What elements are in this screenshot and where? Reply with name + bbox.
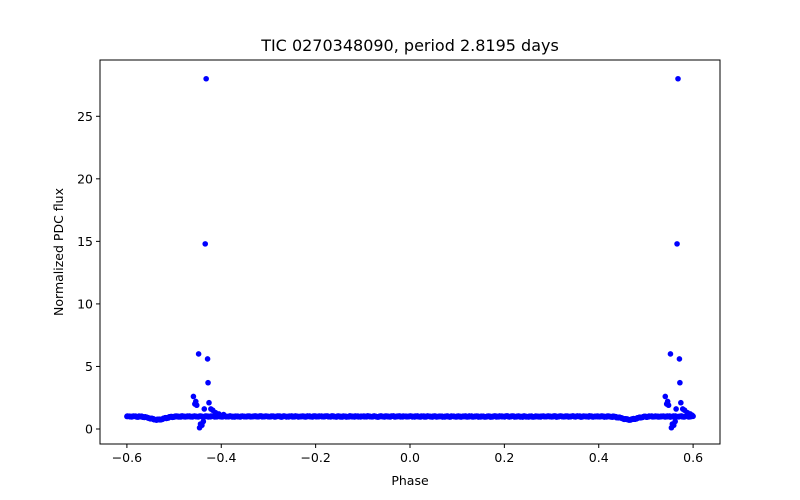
data-points bbox=[124, 75, 696, 431]
data-point bbox=[195, 351, 202, 357]
y-tick-label: 10 bbox=[77, 296, 93, 311]
data-point bbox=[220, 411, 227, 418]
x-axis-ticks: −0.6 −0.4 −0.2 0.0 0.2 0.4 0.6 bbox=[112, 444, 703, 465]
data-point bbox=[678, 399, 684, 406]
x-tick-label: 0.4 bbox=[589, 450, 609, 465]
data-point bbox=[676, 356, 683, 362]
y-axis-label: Normalized PDC flux bbox=[51, 188, 66, 316]
data-point bbox=[672, 418, 678, 425]
chart-title: TIC 0270348090, period 2.8195 days bbox=[260, 36, 559, 55]
y-tick-label: 20 bbox=[77, 171, 93, 186]
data-point bbox=[205, 379, 211, 386]
x-axis-label: Phase bbox=[391, 473, 429, 488]
x-tick-label: −0.4 bbox=[206, 450, 236, 465]
plot-area bbox=[124, 75, 696, 431]
y-tick-label: 5 bbox=[85, 359, 93, 374]
y-tick-label: 25 bbox=[77, 109, 93, 124]
data-point bbox=[203, 75, 209, 82]
data-point bbox=[202, 241, 209, 247]
data-point bbox=[216, 411, 222, 417]
data-point bbox=[204, 356, 211, 362]
x-tick-label: 0.0 bbox=[400, 450, 420, 465]
x-tick-label: 0.2 bbox=[494, 450, 514, 465]
data-point bbox=[206, 399, 212, 406]
data-point bbox=[192, 398, 199, 405]
y-tick-label: 0 bbox=[85, 421, 93, 436]
data-point bbox=[200, 418, 207, 425]
data-point bbox=[673, 406, 679, 412]
x-tick-label: 0.6 bbox=[683, 450, 703, 465]
x-tick-label: −0.2 bbox=[300, 450, 330, 465]
data-point bbox=[689, 412, 695, 419]
y-axis-ticks: 0 5 10 15 20 25 bbox=[77, 109, 100, 436]
data-point bbox=[662, 393, 669, 400]
data-point bbox=[664, 398, 671, 405]
y-tick-label: 15 bbox=[77, 234, 93, 249]
data-point bbox=[201, 406, 208, 412]
data-point bbox=[667, 351, 674, 357]
data-point bbox=[674, 241, 680, 247]
x-tick-label: −0.6 bbox=[112, 450, 142, 465]
data-point bbox=[677, 379, 683, 386]
data-point bbox=[190, 393, 197, 400]
data-point bbox=[675, 75, 681, 82]
